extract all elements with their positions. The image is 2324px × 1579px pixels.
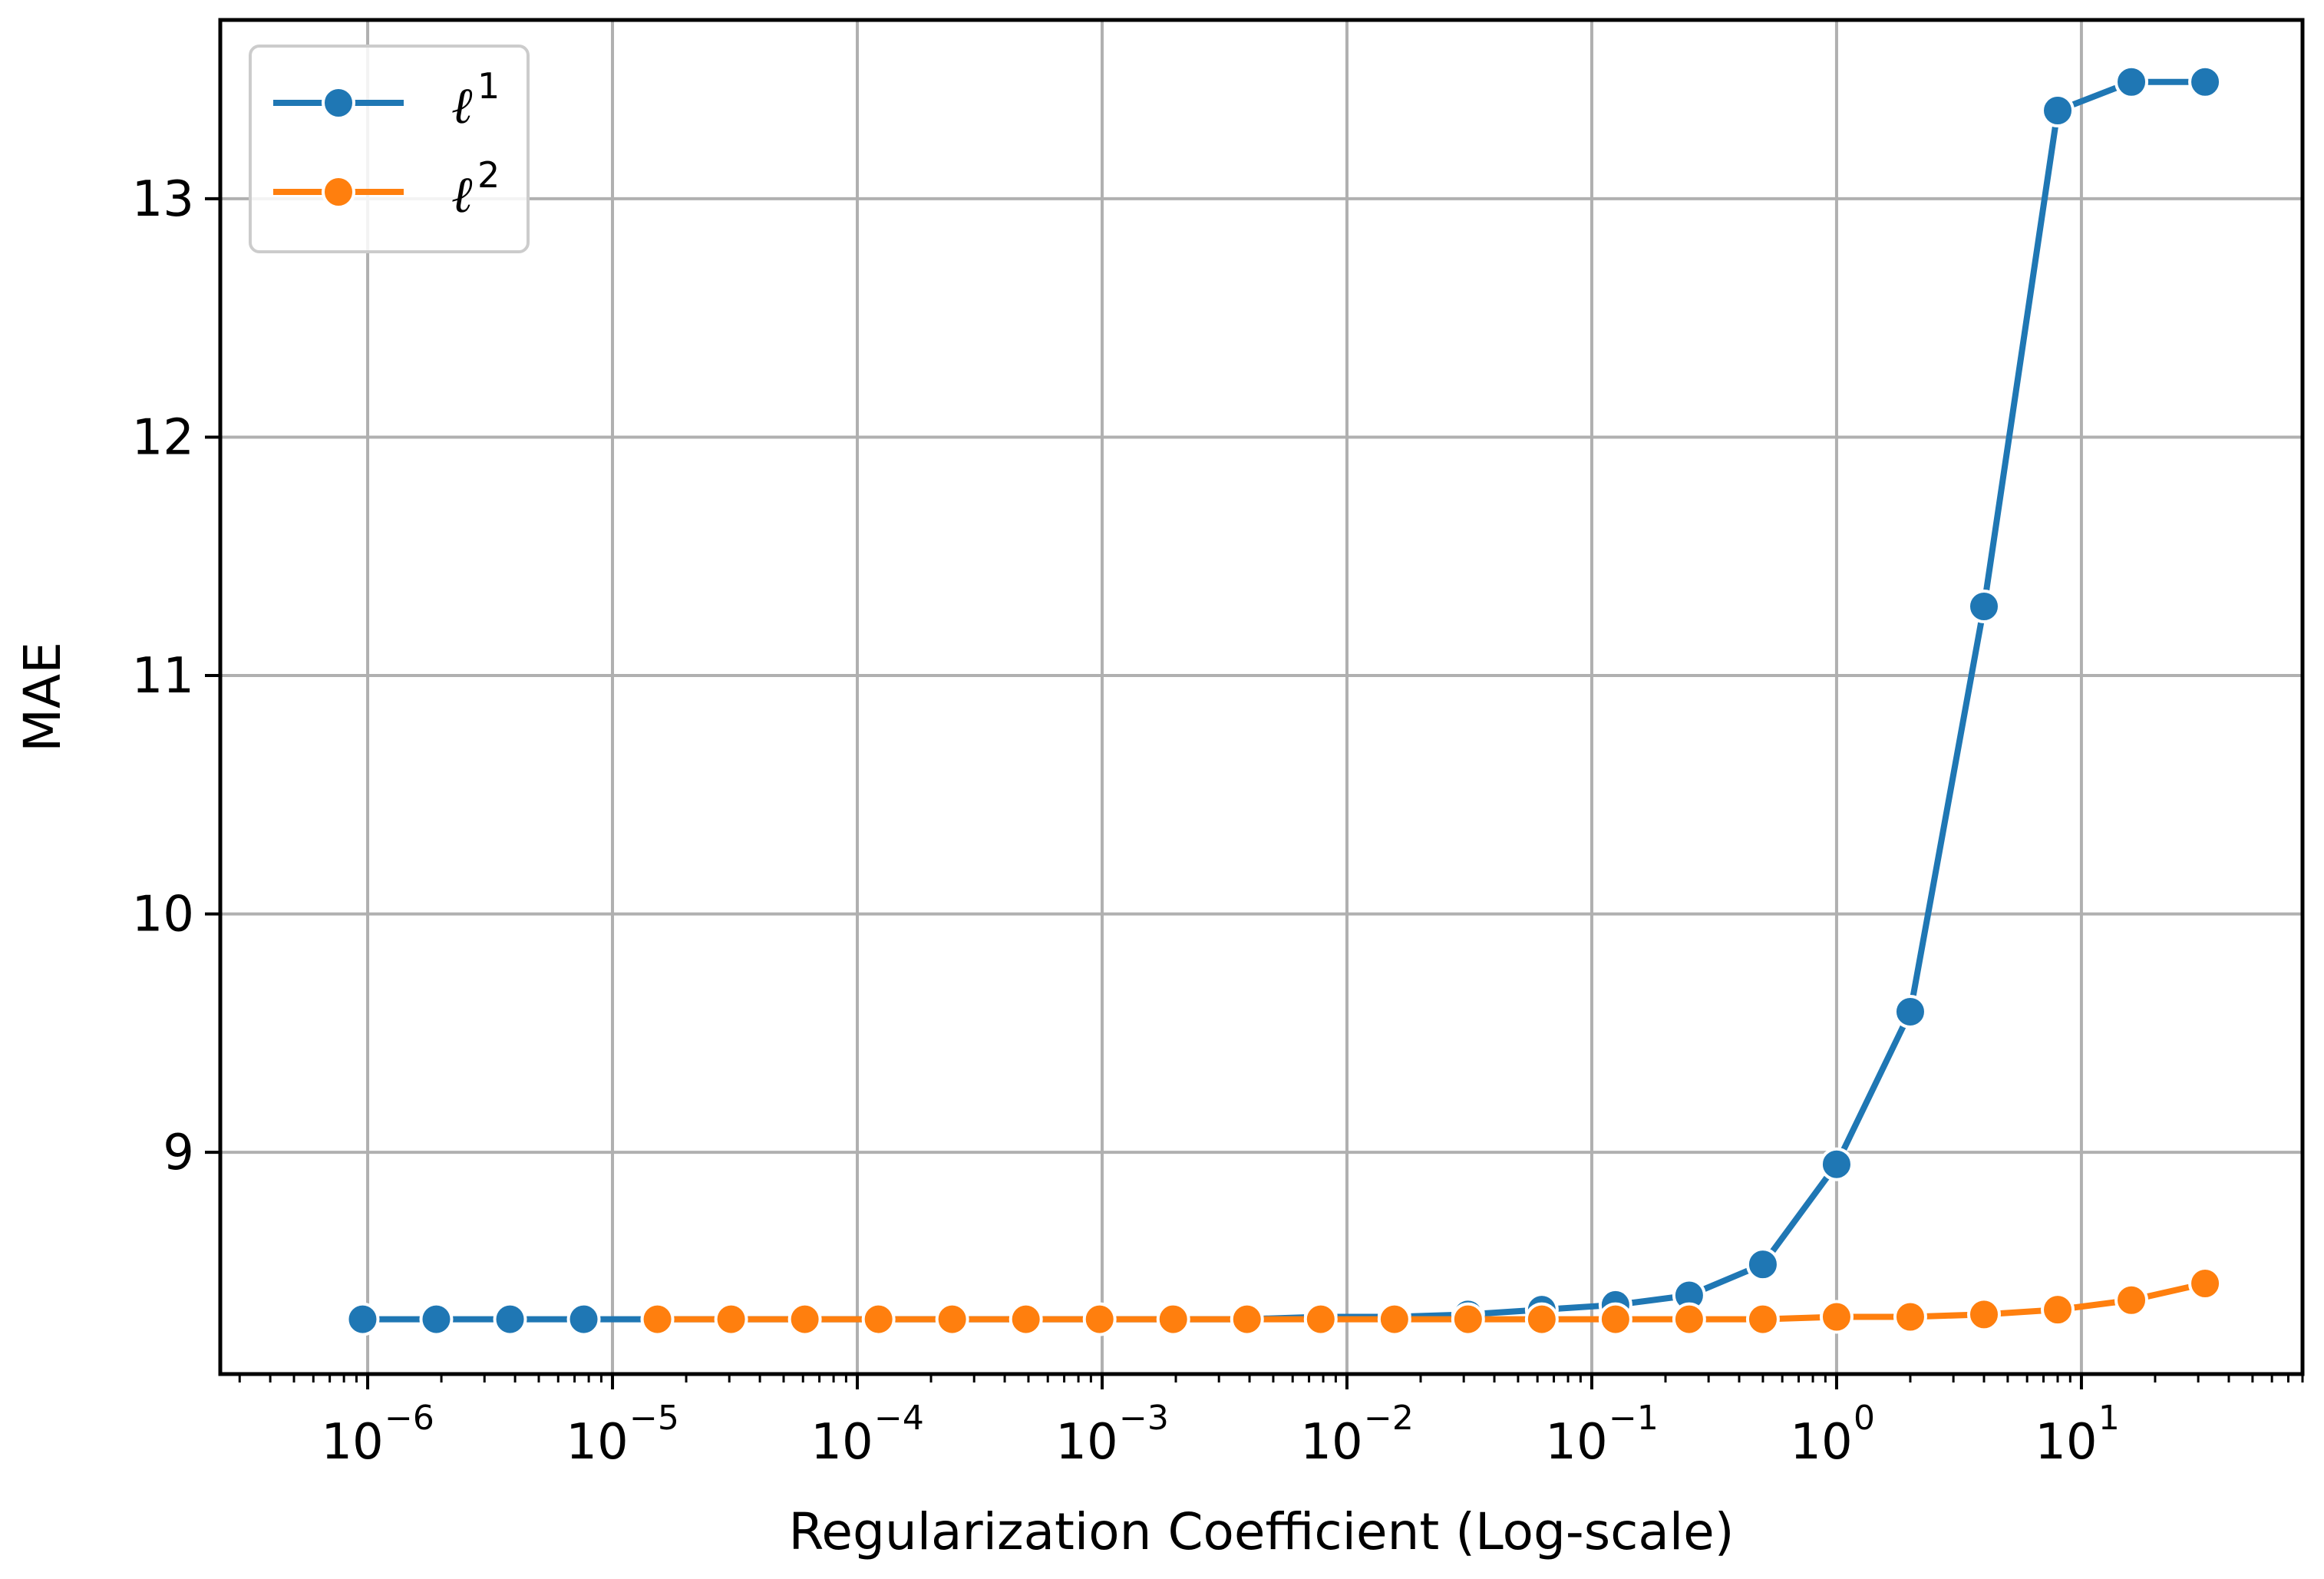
legend-label: ℓ xyxy=(451,76,473,135)
grid xyxy=(220,20,2303,1374)
y-tick-label: 13 xyxy=(132,171,194,228)
x-tick-exponent: 1 xyxy=(2098,1399,2120,1438)
data-point xyxy=(935,1302,969,1336)
data-point xyxy=(1819,1300,1854,1334)
data-point xyxy=(2188,64,2223,99)
x-tick-label: 10 xyxy=(1300,1414,1362,1471)
data-point xyxy=(1230,1302,1264,1336)
data-point xyxy=(1524,1302,1559,1336)
data-point xyxy=(1377,1302,1411,1336)
series-layer xyxy=(345,64,2223,1336)
series-2 xyxy=(640,1266,2223,1336)
data-point xyxy=(1966,1297,2001,1332)
legend-marker xyxy=(322,175,355,209)
y-tick-label: 12 xyxy=(132,409,194,466)
x-tick-exponent: −2 xyxy=(1364,1399,1414,1438)
data-point xyxy=(493,1302,527,1336)
data-point xyxy=(1082,1302,1117,1336)
legend-label: ℓ xyxy=(451,165,473,224)
x-tick-exponent: −1 xyxy=(1609,1399,1659,1438)
data-point xyxy=(1451,1302,1485,1336)
data-point xyxy=(1156,1302,1190,1336)
legend-label-sup: 2 xyxy=(477,154,500,196)
x-tick-exponent: 0 xyxy=(1854,1399,1875,1438)
x-tick-exponent: −5 xyxy=(629,1399,679,1438)
x-tick-label: 10 xyxy=(2035,1414,2097,1471)
y-tick-label: 11 xyxy=(132,648,194,705)
data-point xyxy=(1966,589,2001,623)
data-point xyxy=(1598,1302,1632,1336)
data-point xyxy=(1893,994,1927,1029)
data-point xyxy=(2114,64,2149,99)
x-tick-label: 10 xyxy=(566,1414,628,1471)
data-point xyxy=(419,1302,454,1336)
y-axis-title: MAE xyxy=(13,642,72,752)
data-point xyxy=(787,1302,822,1336)
y-axis: 9 10 11 12 13 xyxy=(132,171,220,1181)
data-point xyxy=(1745,1247,1780,1282)
legend-label-sup: 1 xyxy=(477,65,500,107)
data-point xyxy=(1745,1302,1780,1336)
y-tick-label: 9 xyxy=(163,1125,194,1181)
data-point xyxy=(566,1302,601,1336)
data-point xyxy=(861,1302,896,1336)
data-point xyxy=(1008,1302,1043,1336)
plot-frame xyxy=(218,18,2305,1376)
x-tick-label: 10 xyxy=(1055,1414,1117,1471)
data-point xyxy=(345,1302,380,1336)
data-point xyxy=(1303,1302,1338,1336)
data-point xyxy=(1672,1302,1706,1336)
data-point xyxy=(640,1302,675,1336)
x-tick-exponent: −6 xyxy=(385,1399,434,1438)
x-axis-title: Regularization Coefficient (Log-scale) xyxy=(788,1502,1734,1561)
legend-box xyxy=(249,45,530,253)
x-tick-label: 10 xyxy=(1790,1414,1852,1471)
x-tick-label: 10 xyxy=(1545,1414,1607,1471)
data-point xyxy=(1893,1300,1927,1334)
x-axis: 10 −6 10 −5 10 −4 10 −3 10 −2 10 −1 10 0 10 1 xyxy=(238,1374,2304,1471)
legend-marker xyxy=(322,86,355,120)
x-tick-label: 10 xyxy=(810,1414,873,1471)
x-tick-exponent: −3 xyxy=(1119,1399,1169,1438)
data-point xyxy=(2041,1293,2075,1327)
legend: ℓ 1ℓ 2 xyxy=(249,45,530,253)
x-tick-exponent: −4 xyxy=(874,1399,924,1438)
series-line xyxy=(657,1280,2206,1323)
data-point xyxy=(2114,1283,2149,1317)
data-point xyxy=(1819,1147,1854,1181)
x-tick-label: 10 xyxy=(321,1414,383,1471)
data-point xyxy=(714,1302,748,1336)
data-point xyxy=(2188,1266,2223,1300)
data-point xyxy=(2041,94,2075,128)
y-tick-label: 10 xyxy=(132,887,194,943)
